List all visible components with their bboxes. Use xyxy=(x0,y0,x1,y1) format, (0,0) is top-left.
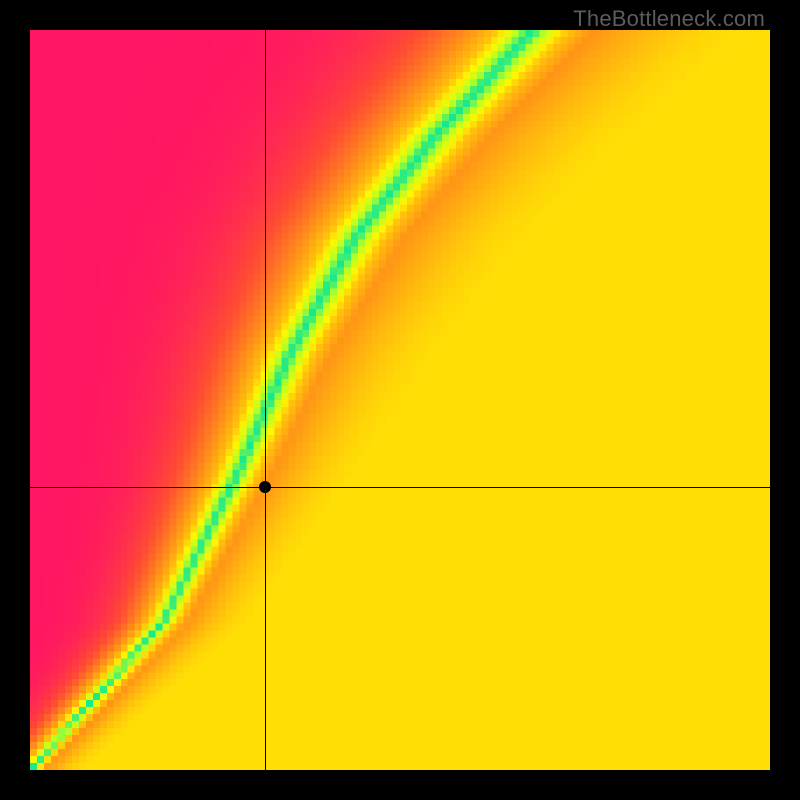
crosshair-horizontal xyxy=(30,487,770,488)
crosshair-vertical xyxy=(265,30,266,770)
watermark-text: TheBottleneck.com xyxy=(573,6,765,32)
plot-area xyxy=(30,30,770,770)
chart-frame: TheBottleneck.com xyxy=(0,0,800,800)
heatmap-canvas xyxy=(30,30,770,770)
